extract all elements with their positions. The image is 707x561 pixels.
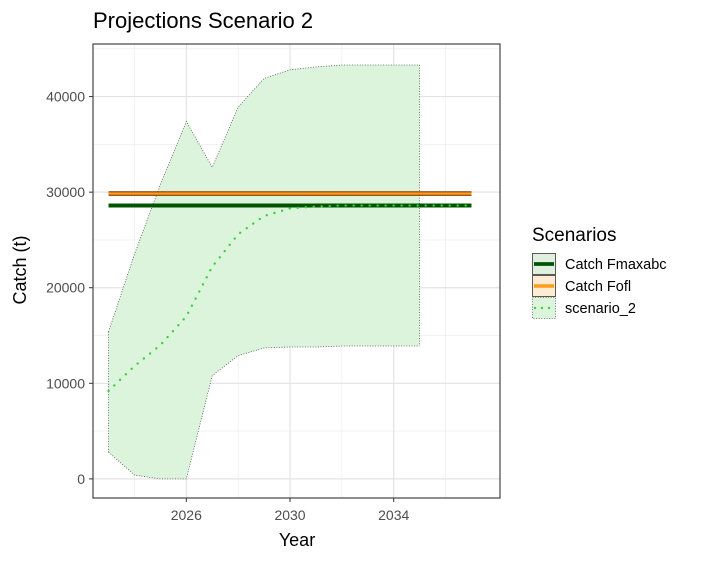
x-tick-label: 2034	[378, 507, 409, 523]
y-tick-label: 40000	[46, 89, 85, 105]
legend-key-box	[532, 297, 556, 319]
series-line-scenario-2	[107, 204, 473, 393]
y-axis-title: Catch (t)	[10, 235, 30, 304]
x-axis: 2026 2030 2034	[171, 498, 409, 523]
y-tick-label: 10000	[46, 375, 85, 391]
legend-label: Catch Fofl	[565, 279, 631, 295]
band-upper-edge	[108, 64, 420, 332]
y-tick-label: 0	[77, 471, 85, 487]
y-axis: 0 10000 20000 30000 40000	[46, 89, 93, 487]
band-lower-edge	[108, 345, 420, 480]
legend-label: Catch Fmaxabc	[565, 257, 667, 273]
plot-panel-border	[92, 43, 501, 499]
confidence-band-area	[108, 65, 420, 479]
x-tick-label: 2030	[274, 507, 305, 523]
x-tick-label: 2026	[171, 507, 202, 523]
legend-title: Scenarios	[532, 225, 617, 246]
x-axis-title: Year	[279, 530, 315, 550]
y-tick-label: 30000	[46, 184, 85, 200]
legend: Scenarios Catch Fmaxabc Catch Fofl scenari…	[532, 225, 667, 319]
y-tick-label: 20000	[46, 280, 85, 296]
legend-label: scenario_2	[565, 301, 636, 317]
series-lines	[107, 191, 473, 393]
chart-title: Projections Scenario 2	[93, 8, 313, 33]
